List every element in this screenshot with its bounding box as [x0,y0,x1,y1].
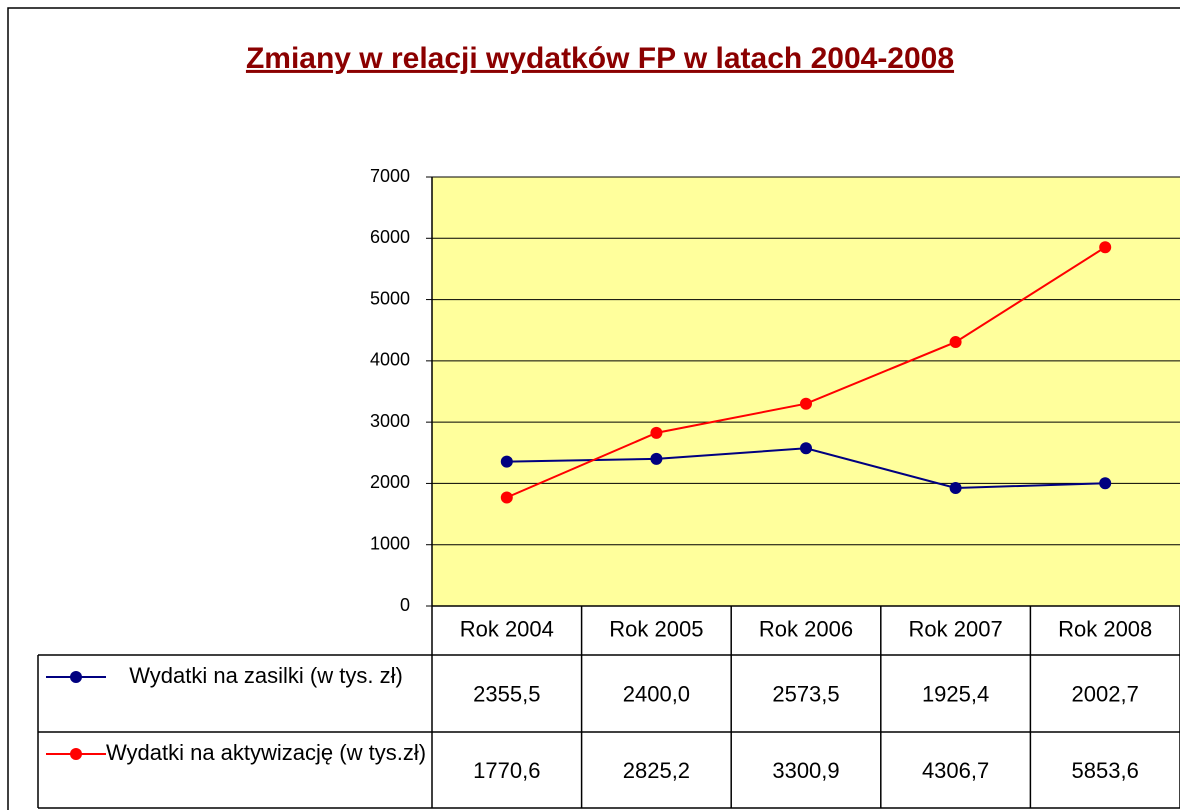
table-value: 2002,7 [1072,681,1139,706]
y-tick-label: 7000 [370,166,410,186]
category-label: Rok 2008 [1058,616,1152,641]
category-label: Rok 2004 [460,616,554,641]
y-tick-label: 1000 [370,533,410,553]
y-tick-label: 4000 [370,350,410,370]
y-tick-label: 6000 [370,227,410,247]
legend-label: Wydatki na aktywizację (w tys.zł) [105,740,427,765]
chart-title: Zmiany w relacji wydatków FP w latach 20… [246,42,954,75]
legend-marker [70,748,82,760]
data-point [650,426,663,439]
data-point [949,336,962,349]
data-point [800,442,812,455]
y-tick-label: 0 [400,595,410,615]
legend-label: Wydatki na zasilki (w tys. zł) [129,663,403,688]
frame [7,7,1180,810]
table-value: 2400,0 [623,681,690,706]
legend-box: Wydatki na zasilki (w tys. zł) [129,663,403,688]
table-value: 2573,5 [772,681,839,706]
data-point [650,452,663,465]
data-point [1099,477,1112,490]
data-point [1099,241,1112,254]
data-point [949,482,962,495]
data-point [500,491,513,504]
y-tick-label: 2000 [370,472,410,492]
table-value: 1925,4 [922,681,989,706]
legend-marker [70,671,82,683]
table-value: 4306,7 [922,758,989,783]
legend-box: Wydatki na aktywizację (w tys.zł) [105,740,427,765]
category-label: Rok 2006 [759,616,853,641]
table-value: 2355,5 [473,681,540,706]
table-value: 3300,9 [772,758,839,783]
data-point [800,397,812,410]
table-value: 2825,2 [623,758,690,783]
y-tick-label: 5000 [370,288,410,308]
category-label: Rok 2007 [909,616,1003,641]
plot-area [432,177,1180,606]
y-tick-label: 3000 [370,411,410,431]
data-point [500,455,513,468]
table-value: 1770,6 [473,758,540,783]
category-label: Rok 2005 [609,616,703,641]
table-value: 5853,6 [1072,758,1139,783]
